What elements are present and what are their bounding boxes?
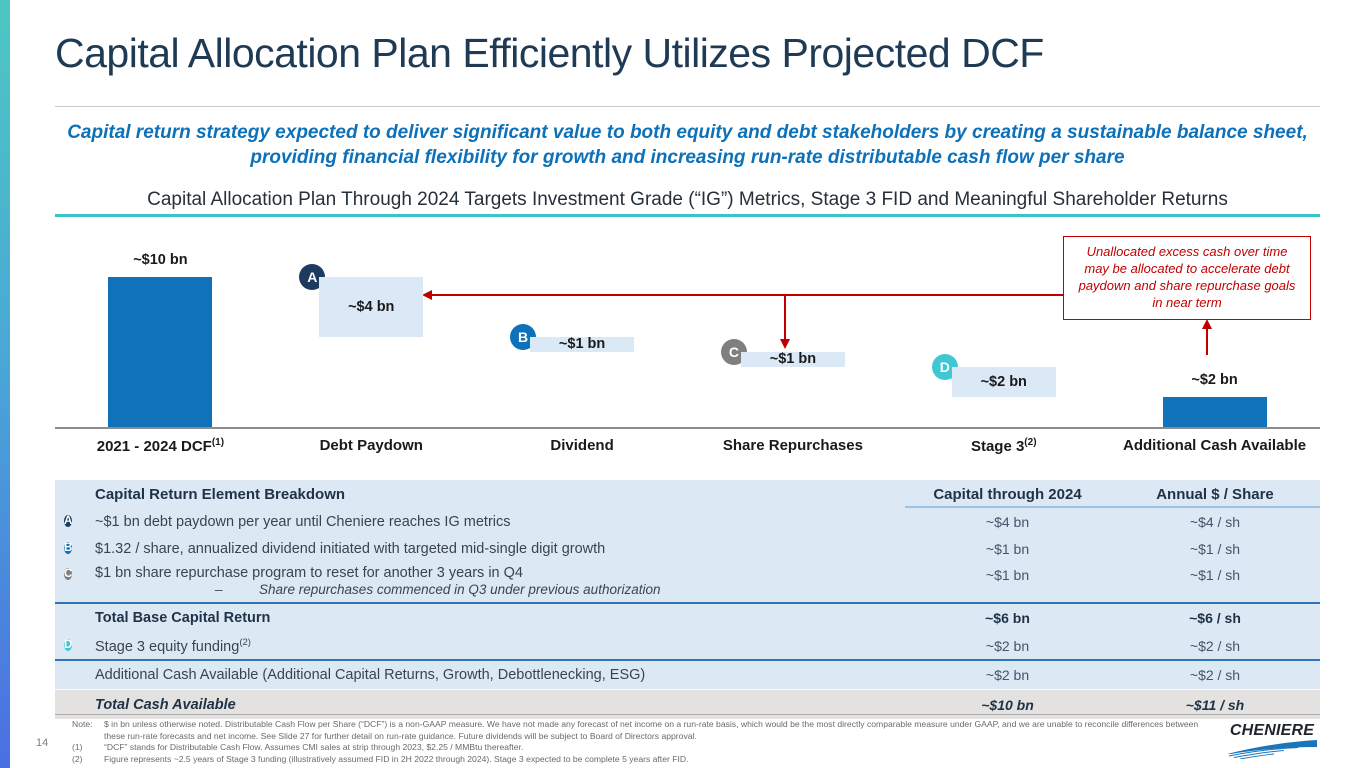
chart-bar-6: [1162, 397, 1267, 427]
left-accent-bar: [0, 0, 10, 768]
arrowhead-down-icon: [779, 339, 790, 349]
row-desc: Additional Cash Available (Additional Ca…: [95, 667, 646, 683]
chart-bar-2: ~$4 bn: [319, 277, 424, 337]
capital-return-table: Capital Return Element Breakdown Capital…: [55, 480, 1320, 719]
annotation-arrow-up: [1206, 328, 1208, 355]
row-desc: Stage 3 equity funding(2): [95, 636, 251, 655]
table-title: Capital Return Element Breakdown: [95, 485, 346, 503]
row-capital: ~$6 bn: [985, 610, 1030, 626]
row-annual: ~$2 / sh: [1189, 637, 1241, 654]
section-header: Capital Allocation Plan Through 2024 Tar…: [147, 189, 1228, 210]
badge-b: B: [64, 542, 73, 554]
chart-category-label: Debt Paydown: [319, 437, 423, 454]
annotation-callout: Unallocated excess cash over time may be…: [1063, 236, 1311, 320]
arrowhead-left-icon: [422, 289, 432, 300]
row-capital: ~$2 bn: [985, 667, 1030, 683]
row-capital: ~$10 bn: [981, 696, 1034, 713]
row-desc: Total Base Capital Return: [95, 610, 271, 626]
row-desc: ~$1 bn debt paydown per year until Cheni…: [95, 513, 511, 530]
column-header-annual: Annual $ / Share: [1110, 486, 1320, 508]
cheniere-logo: CHENIERE: [1226, 722, 1318, 759]
page-number: 14: [36, 737, 49, 749]
badge-a: A: [64, 515, 73, 527]
arrowhead-up-icon: [1201, 319, 1212, 329]
row-desc: Total Cash Available: [95, 696, 236, 713]
annotation-arrow-horizontal: [431, 294, 1063, 296]
badge-d: D: [64, 639, 73, 651]
row-sub-bullet: – Share repurchases commenced in Q3 under…: [215, 582, 661, 597]
chart-bar-4: ~$1 bn: [740, 352, 845, 367]
page-title: Capital Allocation Plan Efficiently Util…: [55, 30, 1044, 76]
row-annual: ~$4 / sh: [1189, 513, 1241, 530]
cheniere-logo-swoosh-icon: [1227, 740, 1317, 759]
chart-bar-1: [108, 277, 213, 427]
row-capital: ~$4 bn: [985, 513, 1030, 530]
footnotes: Note: $ in bn unless otherwise noted. Di…: [72, 719, 1222, 765]
chart-value-label: ~$10 bn: [133, 252, 188, 268]
waterfall-chart: Unallocated excess cash over time may be…: [55, 225, 1320, 470]
subtitle: Capital return strategy expected to deli…: [67, 122, 1308, 169]
table-row: D Stage 3 equity funding(2) ~$2 bn ~$2 /…: [55, 632, 1320, 659]
row-annual: ~$11 / sh: [1185, 696, 1245, 713]
row-capital: ~$1 bn: [985, 567, 1030, 583]
footnote-2: (2) Figure represents ~2.5 years of Stag…: [72, 753, 689, 764]
chart-baseline: [55, 427, 1320, 429]
footnote-note: Note: $ in bn unless otherwise noted. Di…: [72, 719, 1199, 741]
footer-divider: [55, 714, 1320, 715]
row-annual: ~$6 / sh: [1189, 610, 1241, 626]
row-capital: ~$1 bn: [985, 540, 1030, 557]
cheniere-logo-text: CHENIERE: [1229, 722, 1315, 739]
table-row: B $1.32 / share, annualized dividend ini…: [55, 535, 1320, 562]
title-divider: [55, 106, 1320, 107]
table-row: A ~$1 bn debt paydown per year until Che…: [55, 508, 1320, 535]
row-annual: ~$1 / sh: [1189, 540, 1241, 557]
annotation-arrow-branch: [784, 295, 786, 340]
row-desc: $1.32 / share, annualized dividend initi…: [95, 540, 606, 557]
row-annual: ~$1 / sh: [1189, 567, 1241, 583]
chart-category-label: 2021 - 2024 DCF(1): [96, 437, 225, 455]
badge-c: C: [64, 568, 73, 580]
chart-category-label: Dividend: [550, 437, 614, 454]
footnote-label: Note:: [72, 719, 93, 729]
table-header-row: Capital Return Element Breakdown Capital…: [55, 480, 1320, 508]
footnote-1: (1) “DCF” stands for Distributable Cash …: [72, 742, 524, 753]
table-row: C $1 bn share repurchase program to rese…: [55, 562, 1320, 602]
table-row-additional-cash: Additional Cash Available (Additional Ca…: [55, 659, 1320, 689]
table-row-total-base: Total Base Capital Return ~$6 bn ~$6 / s…: [55, 602, 1320, 632]
chart-bar-5: ~$2 bn: [951, 367, 1056, 397]
chart-value-label: ~$2 bn: [1191, 372, 1238, 388]
row-annual: ~$2 / sh: [1189, 667, 1241, 683]
section-underline: [55, 214, 1320, 217]
chart-category-label: Stage 3(2): [970, 437, 1037, 455]
column-header-capital: Capital through 2024: [905, 486, 1110, 508]
chart-category-label: Share Repurchases: [722, 437, 863, 454]
row-capital: ~$2 bn: [985, 637, 1030, 654]
chart-category-label: Additional Cash Available: [1123, 437, 1307, 454]
row-desc: $1 bn share repurchase program to reset …: [95, 565, 523, 581]
chart-bar-3: ~$1 bn: [530, 337, 635, 352]
